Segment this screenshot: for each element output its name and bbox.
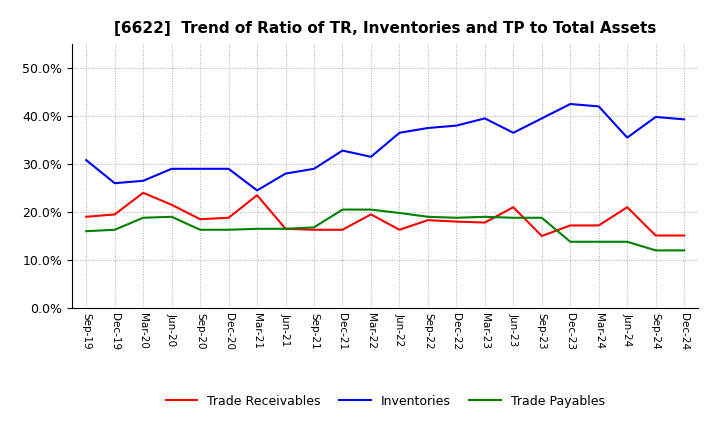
Trade Payables [366,207,375,212]
Trade Receivables [595,223,603,228]
Inventories [167,166,176,172]
Trade Payables [423,214,432,220]
Trade Receivables [338,227,347,232]
Inventories [623,135,631,140]
Trade Payables [225,227,233,232]
Trade Receivables [423,217,432,223]
Trade Receivables [196,216,204,222]
Trade Receivables [452,219,461,224]
Inventories [225,166,233,172]
Inventories [196,166,204,172]
Trade Receivables [395,227,404,232]
Inventories [452,123,461,128]
Inventories [652,114,660,120]
Legend: Trade Receivables, Inventories, Trade Payables: Trade Receivables, Inventories, Trade Pa… [161,390,610,413]
Trade Payables [167,214,176,220]
Trade Receivables [139,190,148,195]
Trade Receivables [509,205,518,210]
Trade Payables [196,227,204,232]
Trade Receivables [110,212,119,217]
Trade Receivables [253,193,261,198]
Trade Payables [623,239,631,244]
Inventories [595,104,603,109]
Trade Payables [110,227,119,232]
Trade Payables [680,248,688,253]
Trade Payables [253,226,261,231]
Trade Receivables [566,223,575,228]
Title: [6622]  Trend of Ratio of TR, Inventories and TP to Total Assets: [6622] Trend of Ratio of TR, Inventories… [114,21,657,36]
Trade Receivables [282,226,290,231]
Trade Payables [480,214,489,220]
Inventories [509,130,518,136]
Inventories [680,117,688,122]
Inventories [537,116,546,121]
Trade Receivables [310,227,318,232]
Trade Payables [537,215,546,220]
Inventories [423,125,432,131]
Line: Inventories: Inventories [86,104,684,191]
Inventories [139,178,148,183]
Trade Payables [509,215,518,220]
Trade Receivables [167,202,176,207]
Trade Receivables [225,215,233,220]
Trade Receivables [652,233,660,238]
Trade Receivables [82,214,91,220]
Inventories [366,154,375,159]
Trade Receivables [366,212,375,217]
Inventories [480,116,489,121]
Trade Payables [395,210,404,216]
Line: Trade Receivables: Trade Receivables [86,193,684,236]
Trade Payables [338,207,347,212]
Inventories [566,101,575,106]
Inventories [310,166,318,172]
Inventories [395,130,404,136]
Trade Payables [82,228,91,234]
Trade Payables [595,239,603,244]
Trade Payables [139,215,148,220]
Inventories [338,148,347,153]
Trade Payables [452,215,461,220]
Trade Payables [652,248,660,253]
Inventories [110,180,119,186]
Trade Payables [310,225,318,230]
Inventories [82,158,91,163]
Inventories [253,188,261,193]
Line: Trade Payables: Trade Payables [86,209,684,250]
Trade Payables [282,226,290,231]
Trade Receivables [480,220,489,225]
Trade Receivables [537,233,546,238]
Inventories [282,171,290,176]
Trade Receivables [623,205,631,210]
Trade Receivables [680,233,688,238]
Trade Payables [566,239,575,244]
